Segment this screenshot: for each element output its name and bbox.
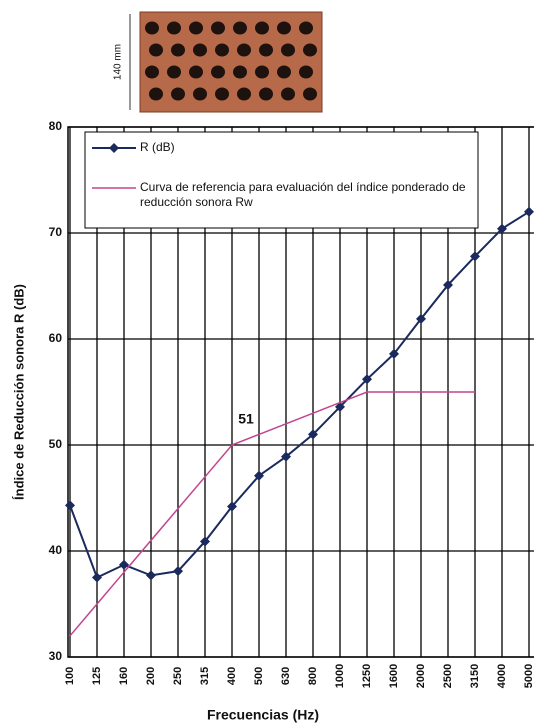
hole: [281, 87, 295, 101]
x-tick-label: 250: [172, 667, 184, 685]
x-tick-label: 1000: [334, 664, 346, 688]
hole: [211, 21, 225, 35]
hole: [237, 43, 251, 57]
hole: [211, 65, 225, 79]
x-tick-label: 125: [91, 667, 103, 685]
hole: [233, 65, 247, 79]
legend: R (dB) Curva de referencia para evaluaci…: [84, 131, 479, 229]
plot: [65, 206, 534, 637]
hole: [299, 65, 313, 79]
hole: [303, 87, 317, 101]
hole: [215, 43, 229, 57]
legend-marker: [109, 143, 119, 153]
x-axis-label: Frecuencias (Hz): [207, 707, 319, 723]
data-point: [65, 500, 75, 511]
hole: [149, 43, 163, 57]
hole: [259, 43, 273, 57]
hole: [259, 87, 273, 101]
hole: [145, 65, 159, 79]
data-point: [308, 429, 318, 440]
data-point: [200, 536, 210, 547]
series-line: [69, 391, 475, 637]
brick-holes: [145, 21, 317, 101]
plot-frame: [67, 126, 534, 658]
data-point: [281, 451, 291, 462]
x-tick-label: 100: [64, 667, 76, 685]
x-tick-label: 630: [280, 667, 292, 685]
legend-label-wrap: Curva de referencia para evaluación del …: [140, 180, 466, 209]
hole: [255, 21, 269, 35]
data-point: [92, 572, 102, 583]
hole: [281, 43, 295, 57]
hole: [255, 65, 269, 79]
hole: [277, 21, 291, 35]
x-tick-label: 200: [145, 667, 157, 685]
data-point: [524, 206, 534, 217]
x-tick-label: 1250: [361, 664, 373, 688]
x-tick-label: 1600: [388, 664, 400, 688]
y-tick-label: 70: [49, 225, 63, 239]
x-tick-label: 315: [199, 667, 211, 685]
data-point: [362, 374, 372, 385]
annotation: 51: [238, 411, 254, 427]
hole: [189, 21, 203, 35]
hole: [167, 21, 181, 35]
legend-label: R (dB): [140, 140, 175, 154]
hole: [171, 87, 185, 101]
x-tick-label: 4000: [496, 664, 508, 688]
y-tick-label: 30: [49, 649, 63, 663]
data-point: [227, 501, 237, 512]
legend-box: [84, 131, 479, 229]
y-tick-label: 40: [49, 543, 63, 557]
x-tick-label: 500: [253, 667, 265, 685]
hole: [303, 43, 317, 57]
hole: [171, 43, 185, 57]
data-point: [146, 570, 156, 581]
legend-label: Curva de referencia para evaluación del …: [140, 180, 466, 209]
hole: [299, 21, 313, 35]
x-tick-label: 5000: [523, 664, 534, 688]
x-tick-label: 160: [118, 667, 130, 685]
data-point: [497, 223, 507, 234]
data-point: [254, 470, 264, 481]
data-point: [443, 279, 453, 290]
hole: [189, 65, 203, 79]
y-tick-label: 60: [49, 331, 63, 345]
x-tick-label: 800: [307, 667, 319, 685]
data-point: [389, 348, 399, 359]
brick-figure: 140 mm: [113, 11, 323, 113]
x-tick-label: 2500: [442, 664, 454, 688]
hole: [193, 87, 207, 101]
data-point: [173, 566, 183, 577]
x-tick-label: 400: [226, 667, 238, 685]
hole: [233, 21, 247, 35]
data-point: [119, 559, 129, 570]
hole: [237, 87, 251, 101]
hole: [167, 65, 181, 79]
x-tick-label: 3150: [469, 664, 481, 688]
hole: [277, 65, 291, 79]
data-point: [470, 251, 480, 262]
hole: [215, 87, 229, 101]
series-line: [69, 210, 530, 579]
data-point: [416, 313, 426, 324]
y-axis-label: Índice de Reducción sonora R (dB): [11, 284, 26, 500]
dimension-label: 140 mm: [113, 44, 124, 80]
hole: [149, 87, 163, 101]
hole: [193, 43, 207, 57]
x-tick-label: 2000: [415, 664, 427, 688]
y-tick-label: 50: [49, 437, 63, 451]
y-tick-label: 80: [49, 119, 63, 133]
hole: [145, 21, 159, 35]
